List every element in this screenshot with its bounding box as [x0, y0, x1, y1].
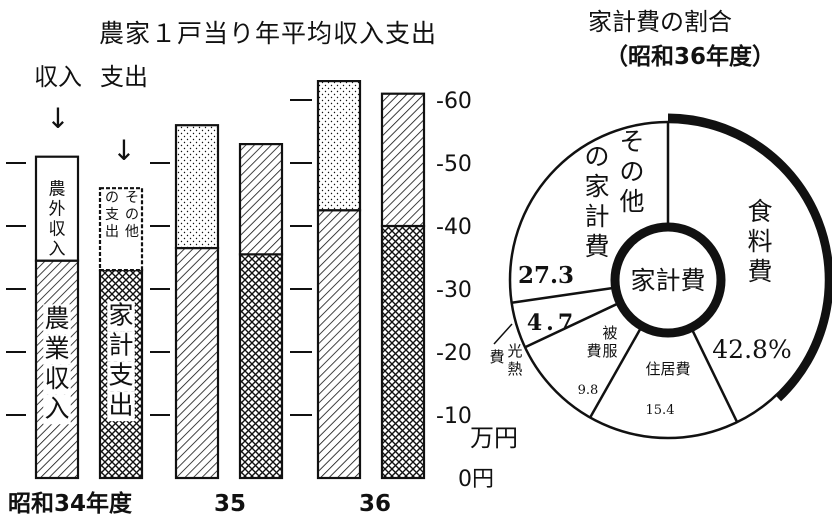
label-other-expense-b: の支出: [104, 189, 120, 241]
label-farm-income-char: 入: [44, 394, 69, 423]
income-group-label: 収入: [34, 63, 82, 91]
pie-title: 家計費の割合: [588, 8, 732, 36]
bar-other-expense-36: [380, 92, 426, 228]
slice-value-other: 27.3: [518, 262, 574, 289]
slice-label-food: 食: [747, 197, 772, 226]
bar-household-expense-35: [238, 253, 284, 480]
label-other-expense-a-bg: [124, 206, 140, 224]
y-tick-label: -10: [436, 404, 472, 429]
label-household-expense-char: 計: [108, 331, 133, 360]
label-other-expense-b-char: 支: [105, 207, 119, 223]
label-other-expense-a-char: そ: [125, 190, 139, 206]
label-nonfarm-income-bg: [47, 239, 67, 260]
bar-nonfarm-income-35: [174, 124, 220, 250]
x-label-35: 35: [214, 491, 246, 517]
slice-label-utilities: 費: [489, 348, 504, 366]
label-nonfarm-income-char: 入: [49, 240, 66, 260]
y-axis-unit: 万円: [470, 424, 518, 452]
expense-group-label: 支出: [100, 63, 148, 91]
label-farm-income-char: 業: [44, 334, 69, 363]
expense-arrow: ↓: [112, 134, 135, 167]
slice-value-clothing: 9.8: [578, 383, 599, 398]
label-household-expense-bg: [107, 331, 135, 362]
label-other-expense-b-bg: [104, 223, 120, 241]
label-other-expense-b-char: の: [105, 190, 119, 206]
pie-slice-border: [589, 325, 643, 419]
label-farm-income-bg: [43, 334, 71, 365]
label-nonfarm-income-char: 外: [49, 200, 66, 220]
slice-label-other: の: [584, 142, 609, 171]
label-household-expense-bg: [107, 391, 135, 422]
label-farm-income-bg: [43, 364, 71, 395]
slice-label-food: 料: [747, 227, 772, 256]
y-tick-label: -30: [436, 278, 472, 303]
label-other-expense-b-bg: [104, 206, 120, 224]
slice-label-food: 費: [747, 257, 772, 286]
slice-label-other: そ: [619, 127, 644, 156]
slice-value-utilities: 4.7: [527, 310, 577, 336]
bar-household-expense-36: [380, 224, 426, 480]
label-other-expense-a-char: の: [125, 207, 139, 223]
x-label-36: 36: [359, 491, 391, 517]
y-tick-label: -40: [436, 215, 472, 240]
bar-other-expense-35: [238, 143, 284, 256]
bar-farm-income-35: [174, 246, 220, 480]
utilities-pointer: [493, 323, 513, 345]
slice-label-clothing: 被: [602, 324, 617, 342]
label-other-expense-a: その他: [124, 189, 140, 241]
label-other-expense-a-bg: [124, 189, 140, 207]
slice-label-clothing: 費: [586, 342, 601, 360]
pie-slice-border: [690, 327, 739, 423]
label-household-expense-char: 支: [108, 361, 133, 390]
label-other-expense-b-bg: [104, 189, 120, 207]
bar-farm-income-36: [316, 209, 362, 480]
label-household-expense-char: 出: [108, 391, 133, 420]
slice-label-other: 他: [619, 187, 644, 216]
slice-label-other: 計: [584, 202, 609, 231]
y-tick-label: -50: [436, 152, 472, 177]
slice-label-other: の: [619, 157, 644, 186]
label-household-expense-bg: [107, 361, 135, 392]
label-nonfarm-income-bg: [47, 179, 67, 200]
slice-value-food: 42.8%: [712, 335, 791, 364]
bar-chart-title: 農家１戸当り年平均収入支出: [99, 19, 437, 48]
slice-label-utilities: 光: [507, 342, 522, 360]
label-nonfarm-income-char: 農: [49, 180, 66, 200]
pie-center-ring: [610, 222, 726, 338]
slice-value-housing: 15.4: [646, 403, 675, 418]
pie-slice-border: [511, 286, 616, 304]
pie-subtitle: （昭和36年度）: [605, 43, 775, 70]
label-other-expense-b-char: 出: [105, 224, 119, 240]
label-other-expense-a-bg: [124, 223, 140, 241]
pie-slice-border: [524, 301, 621, 349]
y-tick-label: 0円: [458, 467, 494, 492]
slice-label-utilities: 熱: [507, 360, 522, 378]
label-nonfarm-income-bg: [47, 199, 67, 220]
label-farm-income-bg: [43, 304, 71, 335]
pie-shadow-arc: [667, 113, 832, 402]
y-tick-label: -60: [436, 89, 472, 114]
slice-label-other: 家: [584, 172, 609, 201]
y-tick-label: -20: [436, 341, 472, 366]
slice-label-other: 費: [584, 232, 609, 261]
x-label-34: 昭和34年度: [8, 490, 133, 517]
label-nonfarm-income-bg: [47, 219, 67, 240]
label-other-expense-a-char: 他: [125, 224, 139, 240]
bar-nonfarm-income-36: [316, 79, 362, 212]
label-farm-income-bg: [43, 394, 71, 425]
pie-center-label: 家計費: [630, 266, 705, 295]
label-household-expense-char: 家: [108, 301, 133, 330]
label-farm-income-char: 農: [44, 304, 69, 333]
label-farm-income-char: 収: [44, 364, 69, 393]
label-nonfarm-income-char: 収: [49, 220, 66, 240]
slice-label-housing: 住居費: [645, 360, 690, 378]
income-arrow: ↓: [46, 102, 69, 135]
label-household-expense-bg: [107, 301, 135, 332]
slice-label-clothing: 服: [602, 342, 617, 360]
